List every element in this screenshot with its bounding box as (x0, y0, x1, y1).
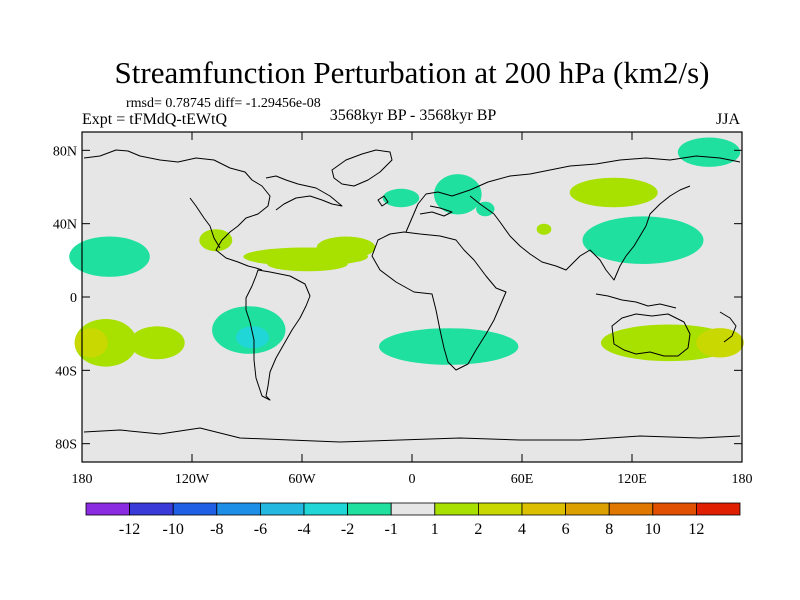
coast-indonesia (595, 293, 677, 309)
colorbar-box-14 (696, 502, 741, 516)
coast-mediterranean (419, 205, 453, 217)
colorbar-box-9 (477, 502, 523, 516)
colorbar-box-13 (652, 502, 697, 516)
x-tick-label-2: 60W (288, 472, 316, 487)
map-panel: 180 120W 60W 0 60E 120E 180 80N 40N 0 40S 80S (53, 131, 753, 487)
colorbar-box-12 (608, 502, 654, 516)
contour-region-8 (316, 236, 376, 259)
coast-africa (371, 231, 507, 371)
period-label: 3568kyr BP - 3568kyr BP (330, 107, 497, 124)
x-tick-label-3: 0 (409, 472, 416, 487)
longitude-axis: 180 120W 60W 0 60E 120E 180 (72, 132, 753, 487)
coast-na-west (189, 197, 221, 249)
coast-antarctica (83, 427, 741, 443)
contour-region-15 (569, 177, 658, 208)
coast-new-zealand (719, 311, 737, 343)
contour-region-13 (476, 201, 495, 217)
contour-regions (69, 137, 744, 367)
colorbar-label-10: 6 (562, 521, 570, 538)
contour-region-2 (74, 328, 108, 358)
coast-asia-south (469, 185, 691, 281)
colorbar-label-13: 12 (688, 521, 704, 538)
colorbar-box-6 (347, 502, 392, 516)
colorbar-box-4 (259, 502, 305, 516)
colorbar-label-3: -6 (254, 521, 267, 538)
contour-region-14 (536, 223, 552, 235)
coast-north-america (83, 149, 271, 271)
contour-region-5 (236, 326, 269, 349)
map-background (82, 132, 742, 462)
colorbar-box-10 (521, 502, 566, 516)
y-tick-label-0: 80N (53, 144, 77, 159)
coast-british-isles (377, 195, 389, 207)
colorbar-label-8: 2 (474, 521, 482, 538)
colorbar-label-5: -2 (341, 521, 354, 538)
chart-title: Streamfunction Perturbation at 200 hPa (… (115, 55, 710, 90)
colorbar-label-12: 10 (645, 521, 661, 538)
colorbar-box-8 (434, 502, 479, 516)
contour-region-19 (696, 328, 744, 358)
colorbar-box-11 (565, 502, 610, 516)
coast-south-america (245, 269, 311, 401)
colorbar: -12 -10 -8 -6 -4 -2 -1 1 2 4 6 8 10 12 (85, 502, 741, 538)
x-tick-label-5: 120E (617, 472, 647, 487)
colorbar-label-0: -12 (119, 521, 140, 538)
colorbar-label-4: -4 (297, 521, 310, 538)
y-tick-label-4: 80S (55, 438, 77, 453)
coast-eurasia-north (405, 155, 741, 233)
contour-region-11 (379, 328, 519, 365)
x-tick-label-0: 180 (72, 472, 93, 487)
colorbar-label-2: -8 (210, 521, 223, 538)
latitude-axis: 80N 40N 0 40S 80S (53, 144, 742, 453)
contour-region-16 (582, 216, 704, 264)
season-label: JJA (716, 111, 740, 128)
colorbar-label-6: -1 (385, 521, 398, 538)
colorbar-label-9: 4 (518, 521, 526, 538)
coast-greenland (331, 149, 393, 187)
experiment-label: Expt = tFMdQ-tEWtQ (82, 111, 227, 128)
colorbar-box-5 (303, 502, 348, 516)
coast-australia (611, 313, 691, 357)
contour-region-3 (129, 326, 185, 360)
colorbar-box-7 (390, 502, 436, 516)
contour-region-10 (382, 188, 420, 208)
contour-region-9 (267, 256, 348, 272)
y-tick-label-3: 40S (55, 364, 77, 379)
coast-canada-east (265, 175, 343, 211)
colorbar-box-3 (216, 502, 261, 516)
colorbar-box-2 (172, 502, 218, 516)
colorbar-label-1: -10 (163, 521, 184, 538)
colorbar-box-1 (129, 502, 174, 516)
x-tick-label-4: 60E (511, 472, 534, 487)
contour-region-17 (677, 137, 741, 167)
contour-region-0 (69, 236, 150, 277)
stats-label: rmsd= 0.78745 diff= -1.29456e-08 (126, 96, 321, 111)
x-tick-label-6: 180 (732, 472, 753, 487)
colorbar-box-0 (85, 502, 130, 516)
y-tick-label-1: 40N (53, 218, 77, 233)
x-tick-label-1: 120W (175, 472, 210, 487)
colorbar-label-11: 8 (605, 521, 613, 538)
coastlines (83, 149, 741, 443)
colorbar-label-7: 1 (431, 521, 439, 538)
y-tick-label-2: 0 (70, 291, 77, 306)
